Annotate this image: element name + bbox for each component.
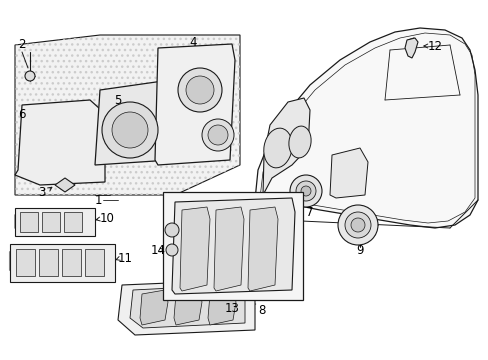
Circle shape	[112, 112, 148, 148]
Polygon shape	[95, 80, 175, 165]
Polygon shape	[329, 148, 367, 198]
Circle shape	[207, 125, 227, 145]
Circle shape	[301, 186, 310, 196]
Polygon shape	[130, 285, 244, 328]
Circle shape	[165, 244, 178, 256]
Polygon shape	[214, 207, 244, 291]
Bar	[39, 249, 58, 276]
Text: 8: 8	[258, 303, 265, 316]
Ellipse shape	[288, 126, 310, 158]
Bar	[10, 244, 115, 282]
Ellipse shape	[263, 128, 292, 168]
Polygon shape	[174, 290, 202, 325]
Circle shape	[164, 223, 179, 237]
Text: 11: 11	[117, 252, 132, 265]
Polygon shape	[15, 100, 110, 185]
Text: 10: 10	[100, 211, 114, 225]
Text: 14: 14	[150, 243, 165, 256]
Circle shape	[295, 181, 315, 201]
Circle shape	[337, 205, 377, 245]
Polygon shape	[118, 280, 254, 335]
Polygon shape	[172, 198, 294, 294]
Bar	[16, 249, 35, 276]
Polygon shape	[404, 38, 417, 58]
Text: 1: 1	[94, 194, 102, 207]
Bar	[15, 208, 95, 236]
Text: 6: 6	[18, 108, 26, 122]
Text: 3: 3	[38, 185, 45, 198]
Polygon shape	[15, 35, 240, 195]
Polygon shape	[263, 98, 309, 195]
Polygon shape	[292, 177, 319, 205]
Circle shape	[345, 212, 370, 238]
Bar	[20, 212, 38, 232]
Circle shape	[185, 76, 214, 104]
Bar	[85, 249, 104, 276]
Text: 13: 13	[224, 302, 239, 315]
Circle shape	[289, 175, 321, 207]
Text: 9: 9	[356, 243, 363, 256]
Text: 4: 4	[189, 36, 196, 49]
Polygon shape	[207, 290, 236, 325]
Circle shape	[102, 102, 158, 158]
Circle shape	[178, 68, 222, 112]
Text: 5: 5	[114, 94, 122, 107]
Bar	[62, 249, 81, 276]
Bar	[42, 212, 60, 232]
Polygon shape	[180, 207, 209, 291]
Circle shape	[350, 218, 364, 232]
Polygon shape	[140, 290, 168, 325]
Polygon shape	[155, 44, 235, 165]
Text: 7: 7	[305, 206, 313, 219]
Polygon shape	[247, 207, 278, 291]
Bar	[64, 212, 82, 232]
Polygon shape	[254, 28, 477, 228]
Circle shape	[25, 71, 35, 81]
Text: 12: 12	[427, 40, 442, 53]
Circle shape	[202, 119, 234, 151]
Text: 2: 2	[18, 39, 26, 51]
Bar	[163, 192, 303, 300]
Polygon shape	[55, 178, 75, 192]
